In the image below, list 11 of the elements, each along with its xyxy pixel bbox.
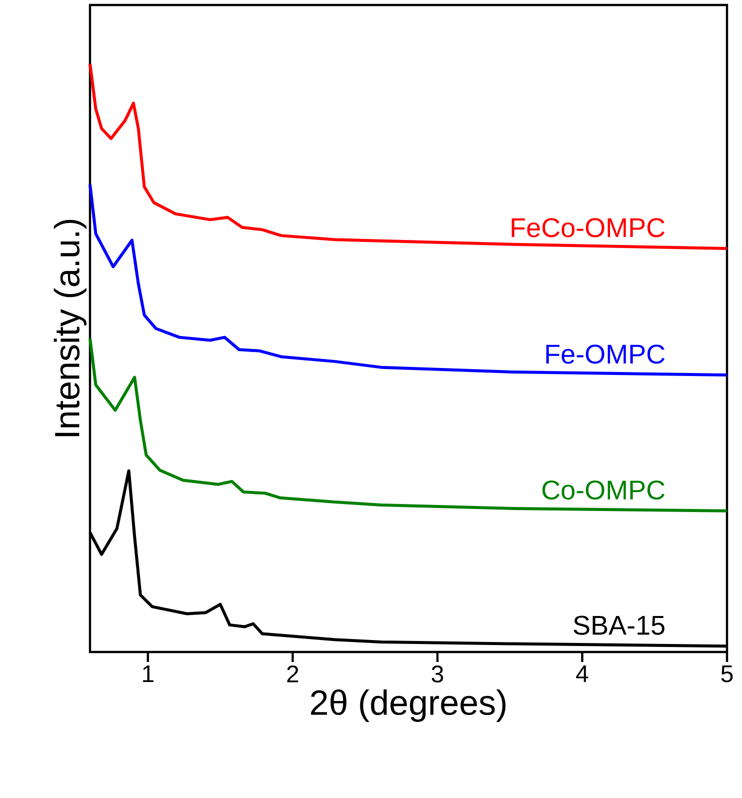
x-tick-label: 4: [576, 666, 588, 682]
series-label: Co-OMPC: [542, 480, 665, 500]
x-tick-label: 2: [287, 666, 298, 682]
x-tick-label: 5: [721, 666, 733, 682]
x-tick-label: 1: [143, 666, 154, 682]
series-label: FeCo-OMPC: [512, 218, 665, 238]
series-label: Fe-OMPC: [546, 344, 665, 364]
series-label: SBA-15: [574, 616, 664, 635]
x-tick-label: 3: [432, 666, 444, 683]
x-axis-title: 2θ (degrees): [311, 689, 506, 722]
y-axis-title: Intensity (a.u.): [54, 220, 86, 436]
